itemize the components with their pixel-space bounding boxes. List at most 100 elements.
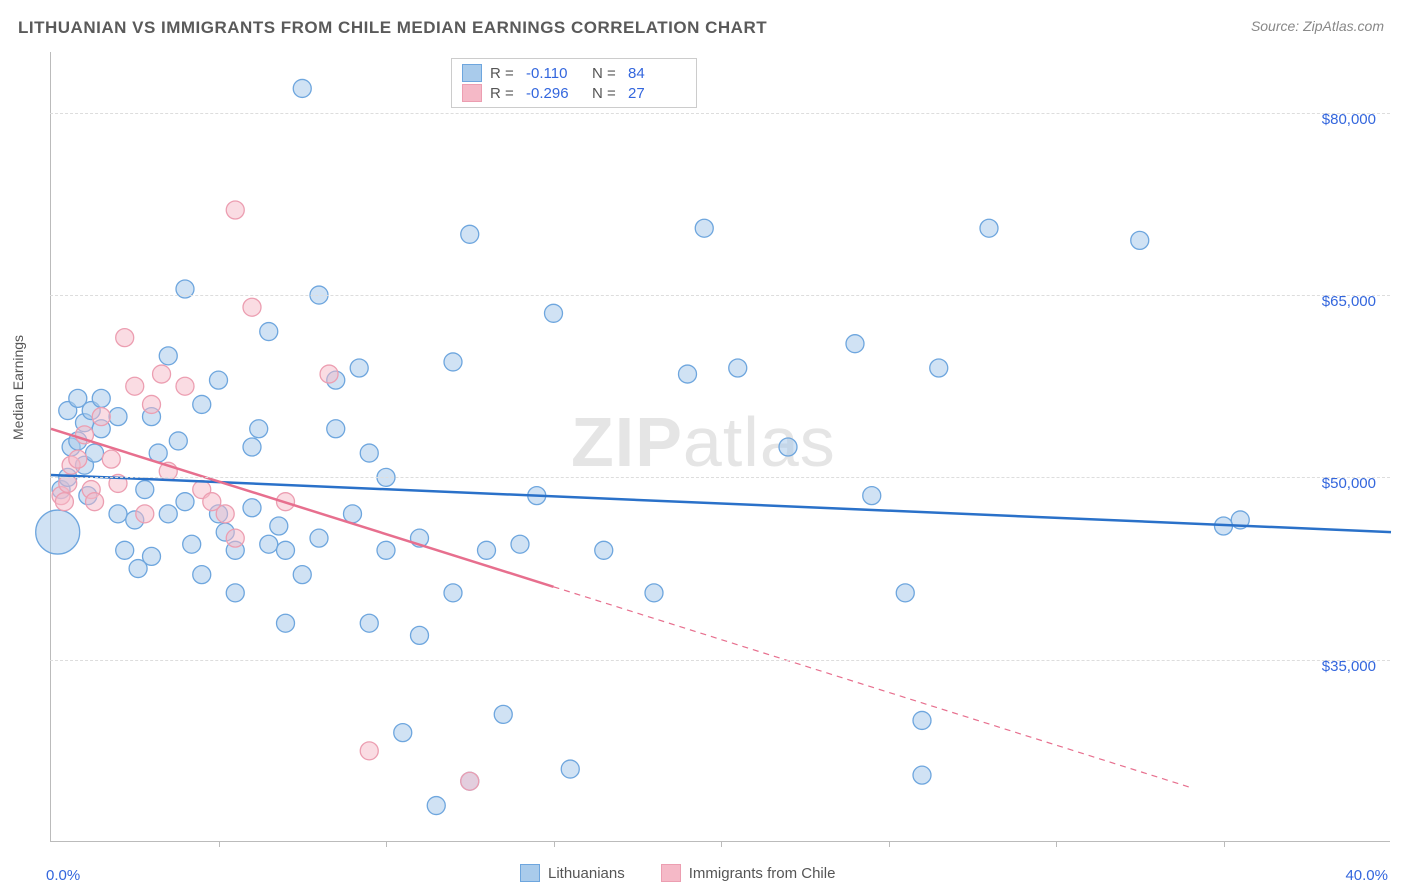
data-point (277, 614, 295, 632)
y-tick-label: $50,000 (1322, 475, 1376, 492)
data-point (896, 584, 914, 602)
data-point (159, 505, 177, 523)
x-tick (889, 841, 890, 847)
data-point (913, 711, 931, 729)
data-point (360, 614, 378, 632)
data-point (92, 408, 110, 426)
legend-row-2: R = -0.296 N = 27 (462, 83, 686, 103)
x-tick (554, 841, 555, 847)
data-point (327, 420, 345, 438)
data-point (360, 444, 378, 462)
data-point (36, 510, 80, 554)
data-point (913, 766, 931, 784)
swatch-series1 (520, 864, 540, 882)
data-point (779, 438, 797, 456)
legend-row-1: R = -0.110 N = 84 (462, 63, 686, 83)
data-point (216, 505, 234, 523)
data-point (277, 541, 295, 559)
data-point (846, 335, 864, 353)
data-point (109, 505, 127, 523)
gridline (50, 113, 1390, 114)
data-point (595, 541, 613, 559)
r-label: R = (490, 85, 518, 102)
x-tick (386, 841, 387, 847)
data-point (159, 347, 177, 365)
data-point (176, 377, 194, 395)
data-point (320, 365, 338, 383)
series-legend: Lithuanians Immigrants from Chile (520, 864, 835, 882)
data-point (116, 541, 134, 559)
x-min-label: 0.0% (46, 867, 80, 884)
swatch-series2 (462, 84, 482, 102)
data-point (169, 432, 187, 450)
data-point (193, 566, 211, 584)
data-point (143, 547, 161, 565)
data-point (310, 529, 328, 547)
data-point (360, 742, 378, 760)
data-point (243, 298, 261, 316)
data-point (377, 541, 395, 559)
r-value: -0.110 (526, 65, 584, 82)
data-point (210, 371, 228, 389)
swatch-series2 (661, 864, 681, 882)
data-point (226, 584, 244, 602)
y-tick-label: $65,000 (1322, 293, 1376, 310)
data-point (193, 395, 211, 413)
data-point (478, 541, 496, 559)
n-label: N = (592, 65, 620, 82)
data-point (695, 219, 713, 237)
data-point (350, 359, 368, 377)
data-point (260, 323, 278, 341)
data-point (444, 353, 462, 371)
x-tick (1224, 841, 1225, 847)
source-label: Source: ZipAtlas.com (1251, 18, 1384, 34)
data-point (427, 797, 445, 815)
gridline (50, 295, 1390, 296)
data-point (109, 408, 127, 426)
x-max-label: 40.0% (1345, 867, 1388, 884)
chart-svg (51, 52, 1390, 841)
data-point (102, 450, 120, 468)
chart-title: LITHUANIAN VS IMMIGRANTS FROM CHILE MEDI… (18, 18, 767, 38)
data-point (153, 365, 171, 383)
data-point (243, 438, 261, 456)
correlation-legend: R = -0.110 N = 84 R = -0.296 N = 27 (451, 58, 697, 108)
data-point (344, 505, 362, 523)
data-point (176, 493, 194, 511)
data-point (645, 584, 663, 602)
data-point (126, 377, 144, 395)
data-point (293, 79, 311, 97)
data-point (561, 760, 579, 778)
data-point (980, 219, 998, 237)
data-point (86, 444, 104, 462)
data-point (394, 724, 412, 742)
data-point (143, 395, 161, 413)
data-point (69, 450, 87, 468)
n-label: N = (592, 85, 620, 102)
y-tick-label: $35,000 (1322, 658, 1376, 675)
n-value: 27 (628, 85, 686, 102)
legend-label: Lithuanians (548, 865, 625, 882)
x-tick (1056, 841, 1057, 847)
data-point (250, 420, 268, 438)
gridline (50, 660, 1390, 661)
data-point (679, 365, 697, 383)
data-point (411, 626, 429, 644)
data-point (461, 225, 479, 243)
data-point (86, 493, 104, 511)
data-point (136, 505, 154, 523)
r-label: R = (490, 65, 518, 82)
trend-line (554, 587, 1191, 788)
data-point (293, 566, 311, 584)
data-point (494, 705, 512, 723)
y-axis-label: Median Earnings (10, 335, 26, 440)
r-value: -0.296 (526, 85, 584, 102)
data-point (545, 304, 563, 322)
data-point (1131, 231, 1149, 249)
data-point (226, 201, 244, 219)
n-value: 84 (628, 65, 686, 82)
data-point (243, 499, 261, 517)
data-point (270, 517, 288, 535)
data-point (863, 487, 881, 505)
data-point (116, 329, 134, 347)
